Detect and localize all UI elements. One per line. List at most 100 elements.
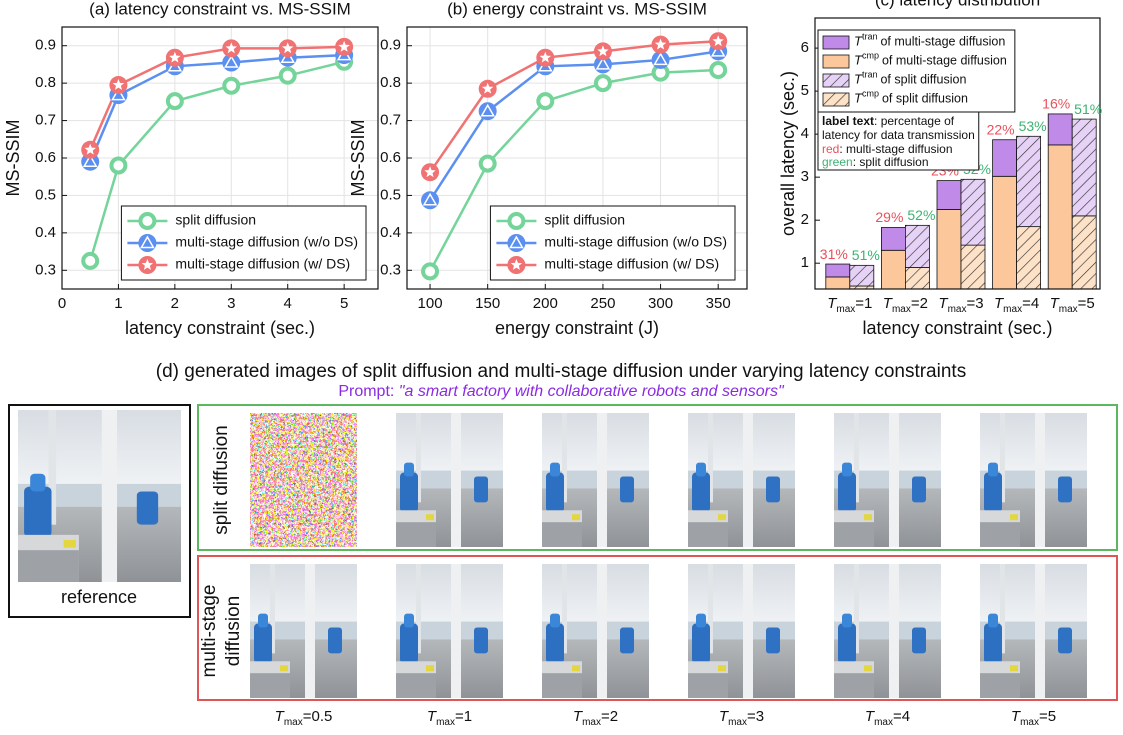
marker — [222, 53, 241, 72]
marker-triangle — [422, 192, 438, 206]
marker — [421, 191, 440, 210]
series-line — [429, 39, 719, 173]
marker — [478, 79, 497, 98]
y-tick-label: 0.8 — [35, 74, 56, 91]
series-line — [89, 60, 345, 262]
share-label: 16% — [1042, 96, 1070, 112]
bar-segment — [905, 224, 930, 268]
y-axis-label: overall latency (sec.) — [778, 71, 798, 236]
prompt: Prompt: "a smart factory with collaborat… — [338, 383, 785, 400]
column-value: =3 — [747, 708, 764, 725]
y-tick-label: 0.9 — [35, 37, 56, 54]
column-subscript: max — [436, 717, 455, 728]
marker — [165, 92, 184, 111]
marker — [478, 154, 497, 173]
x-tick-label: 4 — [284, 295, 292, 312]
share-label: 51% — [852, 247, 880, 263]
marker — [278, 66, 297, 85]
share-label: 51% — [1074, 101, 1102, 117]
share-label: 31% — [820, 246, 848, 262]
legend-label: multi-stage diffusion (w/ DS) — [544, 256, 719, 272]
bar-segment — [936, 180, 962, 210]
marker-ring — [507, 212, 526, 230]
y-tick-label: 0.4 — [380, 224, 401, 241]
marker — [138, 212, 157, 230]
y-tick-label: 6 — [801, 39, 809, 56]
bar-segment — [881, 249, 906, 290]
category-symbol: T — [994, 295, 1005, 312]
marker-star — [282, 42, 294, 54]
x-tick-label: Tmax=3 — [938, 295, 983, 315]
x-tick-label: 3 — [227, 295, 235, 312]
marker-triangle — [509, 235, 524, 249]
marker — [651, 50, 670, 69]
annotation-key: red — [822, 142, 839, 156]
legend-name: of multi-stage diffusion — [882, 54, 1007, 68]
y-tick-label: 0.7 — [35, 112, 56, 129]
marker — [335, 37, 354, 56]
legend-name: of split diffusion — [880, 73, 966, 87]
y-tick-label: 0.9 — [380, 37, 401, 54]
category-value: =5 — [1078, 295, 1095, 312]
legend-swatch — [822, 92, 850, 107]
marker — [593, 42, 612, 61]
marker-triangle — [653, 52, 668, 66]
marker-star — [539, 51, 552, 63]
prompt-label: Prompt: — [338, 383, 398, 400]
legend-superscript: tran — [862, 70, 878, 80]
category-subscript: max — [836, 304, 855, 315]
generated-image — [542, 564, 649, 698]
x-tick-label: 100 — [418, 295, 443, 312]
column-label: Tmax=5 — [1011, 708, 1056, 728]
marker-ring — [421, 262, 440, 281]
generated-image — [396, 564, 503, 698]
category-symbol: T — [827, 295, 838, 312]
marker-ring — [709, 61, 728, 80]
marker-triangle — [223, 55, 239, 68]
annotation-text: : multi-stage diffusion — [839, 142, 952, 156]
legend-symbol: T — [854, 72, 863, 87]
legend-box — [817, 29, 1016, 113]
annotation-text: : split diffusion — [853, 155, 929, 169]
marker — [507, 234, 526, 252]
y-tick-label: 0.5 — [380, 186, 401, 203]
legend-name: of split diffusion — [882, 92, 968, 106]
marker-ring — [278, 66, 297, 85]
marker — [536, 48, 555, 67]
legend: split diffusion multi-stage diffusion (w/… — [489, 205, 736, 281]
generated-image — [688, 564, 795, 698]
marker — [709, 61, 728, 80]
series-line — [429, 50, 719, 201]
column-value: =1 — [455, 708, 472, 725]
x-tick-label: Tmax=5 — [1050, 295, 1095, 315]
prompt-text: "a smart factory with collaborative robo… — [399, 383, 785, 400]
multi-row-frame — [197, 555, 1118, 701]
marker — [109, 156, 128, 175]
marker — [593, 74, 612, 93]
x-tick-label: Tmax=4 — [994, 295, 1039, 315]
plot-frame — [61, 26, 379, 290]
marker-star — [597, 45, 609, 57]
column-symbol: T — [1011, 708, 1022, 725]
y-tick-label: 0.6 — [35, 149, 56, 166]
marker — [222, 39, 241, 58]
column-label: Tmax=0.5 — [275, 708, 333, 728]
reference-label: reference — [61, 587, 137, 607]
bar-segment — [960, 244, 986, 290]
category-subscript: max — [948, 304, 967, 315]
x-axis-label: energy constraint (J) — [495, 318, 659, 338]
y-tick-label: 5 — [801, 82, 809, 99]
category-value: =3 — [966, 295, 983, 312]
bar-segment — [1016, 226, 1041, 290]
marker-ring — [222, 76, 241, 95]
y-tick-label: 0.3 — [35, 261, 56, 278]
legend-superscript: cmp — [862, 89, 879, 99]
y-tick-label: 3 — [801, 168, 809, 185]
column-value: =2 — [601, 708, 618, 725]
bar-segment — [1047, 113, 1073, 146]
x-tick-label: Tmax=1 — [827, 295, 872, 315]
marker — [709, 32, 728, 51]
column-subscript: max — [582, 717, 601, 728]
